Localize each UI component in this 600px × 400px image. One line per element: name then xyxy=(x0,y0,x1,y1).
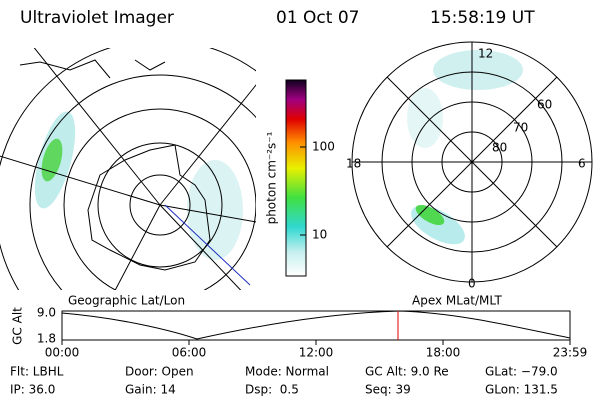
mlt-label: 18 xyxy=(346,157,361,171)
alt-ylabel: GC Alt xyxy=(11,307,25,345)
footer-field: Door: Open xyxy=(125,365,194,379)
magnetic-map xyxy=(351,41,593,283)
footer-field: GLon: 131.5 xyxy=(485,383,558,397)
footer-field: Mode: Normal xyxy=(245,365,329,379)
mlat-label: 70 xyxy=(513,121,528,135)
footer-field: Gain: 14 xyxy=(125,383,176,397)
mlt-label: 6 xyxy=(578,157,586,171)
alt-ytick: 9.0 xyxy=(37,306,56,320)
left-map-label: Geographic Lat/Lon xyxy=(68,294,185,308)
footer-field: Seq: 39 xyxy=(365,383,411,397)
mlat-label: 80 xyxy=(492,141,507,155)
alt-xtick: 18:00 xyxy=(426,346,461,360)
alt-xtick: 06:00 xyxy=(172,346,207,360)
alt-xtick: 23:59 xyxy=(553,346,588,360)
mlt-label: 0 xyxy=(468,277,476,291)
alt-xtick: 00:00 xyxy=(45,346,80,360)
title: Ultraviolet Imager xyxy=(20,8,174,28)
colorbar-tick: 10 xyxy=(312,228,327,242)
colorbar xyxy=(285,79,307,277)
footer-field: GC Alt: 9.0 Re xyxy=(365,365,449,379)
footer-field: Dsp: 0.5 xyxy=(245,383,299,397)
footer-field: Flt: LBHL xyxy=(10,365,64,379)
colorbar-unit: photon cm⁻²s⁻¹ xyxy=(265,131,279,224)
alt-xtick: 12:00 xyxy=(299,346,334,360)
time: 15:58:19 UT xyxy=(430,8,535,28)
altitude-plot xyxy=(61,310,571,345)
footer-field: GLat: −79.0 xyxy=(485,365,558,379)
date: 01 Oct 07 xyxy=(276,8,359,28)
geographic-map xyxy=(0,48,256,290)
mlt-label: 12 xyxy=(478,47,493,61)
footer: Flt: LBHL Door: Open Mode: Normal GC Alt: 9… xyxy=(10,365,558,397)
mlat-label: 60 xyxy=(537,98,552,112)
right-map-label: Apex MLat/MLT xyxy=(412,294,502,308)
footer-field: IP: 36.0 xyxy=(10,383,55,397)
alt-ytick: 1.8 xyxy=(37,332,56,346)
colorbar-tick: 100 xyxy=(312,140,335,154)
